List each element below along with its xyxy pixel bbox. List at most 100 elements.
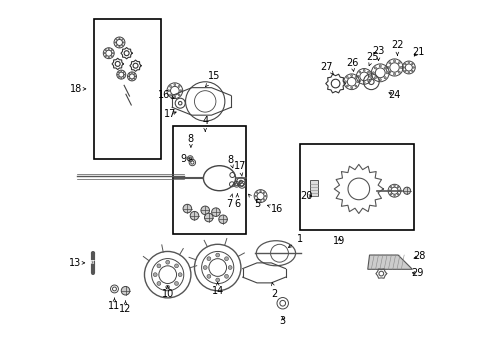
Text: 7: 7 <box>226 194 232 209</box>
Circle shape <box>388 62 390 64</box>
Circle shape <box>263 192 264 193</box>
Circle shape <box>254 195 256 197</box>
Text: 29: 29 <box>411 268 423 278</box>
Circle shape <box>121 71 122 72</box>
Circle shape <box>407 62 409 63</box>
Circle shape <box>371 72 374 74</box>
Circle shape <box>114 42 116 43</box>
Circle shape <box>263 199 264 201</box>
Circle shape <box>204 213 213 222</box>
Circle shape <box>363 82 365 84</box>
Circle shape <box>119 46 120 48</box>
Circle shape <box>111 55 112 57</box>
Circle shape <box>129 73 130 75</box>
Circle shape <box>393 185 394 186</box>
Circle shape <box>211 208 220 216</box>
Circle shape <box>224 257 228 261</box>
Circle shape <box>350 75 352 77</box>
Circle shape <box>123 42 124 43</box>
Circle shape <box>356 81 358 83</box>
Circle shape <box>203 266 207 269</box>
Circle shape <box>206 274 210 278</box>
Circle shape <box>116 45 117 46</box>
Circle shape <box>358 71 360 73</box>
Text: 10: 10 <box>161 286 173 299</box>
Circle shape <box>157 264 161 268</box>
Circle shape <box>350 87 352 89</box>
Circle shape <box>396 193 398 195</box>
Circle shape <box>386 72 387 74</box>
Text: 17: 17 <box>234 161 246 176</box>
Circle shape <box>411 63 412 65</box>
Text: 26: 26 <box>345 58 358 71</box>
Circle shape <box>174 282 178 285</box>
Circle shape <box>117 74 118 75</box>
Circle shape <box>153 273 157 276</box>
Circle shape <box>174 84 175 86</box>
Circle shape <box>103 53 105 54</box>
Circle shape <box>123 72 124 73</box>
Circle shape <box>169 94 171 96</box>
Circle shape <box>165 285 169 289</box>
Circle shape <box>206 257 210 261</box>
Circle shape <box>402 67 404 68</box>
Circle shape <box>259 200 261 202</box>
Circle shape <box>134 73 135 75</box>
Circle shape <box>128 76 129 77</box>
Circle shape <box>121 287 130 295</box>
Text: 16: 16 <box>267 203 283 213</box>
Circle shape <box>178 85 180 87</box>
Text: 6: 6 <box>234 194 240 209</box>
Circle shape <box>378 65 381 67</box>
Circle shape <box>378 79 381 81</box>
Circle shape <box>363 69 365 71</box>
Text: 19: 19 <box>333 237 345 247</box>
Bar <box>299 144 413 230</box>
Text: 13: 13 <box>68 258 84 268</box>
Circle shape <box>399 67 402 68</box>
Circle shape <box>118 77 119 78</box>
Circle shape <box>373 77 376 79</box>
Circle shape <box>358 80 360 82</box>
Text: 1: 1 <box>288 234 302 248</box>
Text: 27: 27 <box>320 62 333 75</box>
Circle shape <box>346 85 347 87</box>
Circle shape <box>111 50 112 51</box>
Circle shape <box>383 77 386 79</box>
Text: 17: 17 <box>164 109 176 119</box>
Circle shape <box>411 70 412 72</box>
Circle shape <box>121 77 122 78</box>
Circle shape <box>388 190 389 192</box>
Circle shape <box>388 71 390 73</box>
Text: 15: 15 <box>205 71 220 87</box>
Circle shape <box>373 67 376 69</box>
Circle shape <box>119 37 120 39</box>
Circle shape <box>112 53 113 54</box>
Text: 4: 4 <box>202 116 208 132</box>
Circle shape <box>367 71 368 73</box>
Text: 18: 18 <box>70 84 86 94</box>
Bar <box>309 180 318 196</box>
Bar <box>173 126 246 234</box>
Circle shape <box>201 206 209 215</box>
Circle shape <box>397 71 400 73</box>
Circle shape <box>183 204 191 213</box>
Circle shape <box>393 73 395 75</box>
Circle shape <box>393 60 395 62</box>
Circle shape <box>386 67 388 68</box>
Text: 25: 25 <box>366 53 378 66</box>
Circle shape <box>354 85 356 87</box>
Text: 14: 14 <box>211 283 224 296</box>
Circle shape <box>396 186 398 188</box>
Circle shape <box>412 67 414 68</box>
Circle shape <box>344 81 346 83</box>
Circle shape <box>124 74 125 75</box>
Text: 24: 24 <box>387 90 400 100</box>
Circle shape <box>178 94 180 96</box>
Text: 20: 20 <box>300 191 312 201</box>
Circle shape <box>116 39 117 40</box>
Text: 8: 8 <box>227 155 233 168</box>
Circle shape <box>215 278 219 282</box>
Text: 16: 16 <box>158 90 174 100</box>
Circle shape <box>122 39 123 40</box>
